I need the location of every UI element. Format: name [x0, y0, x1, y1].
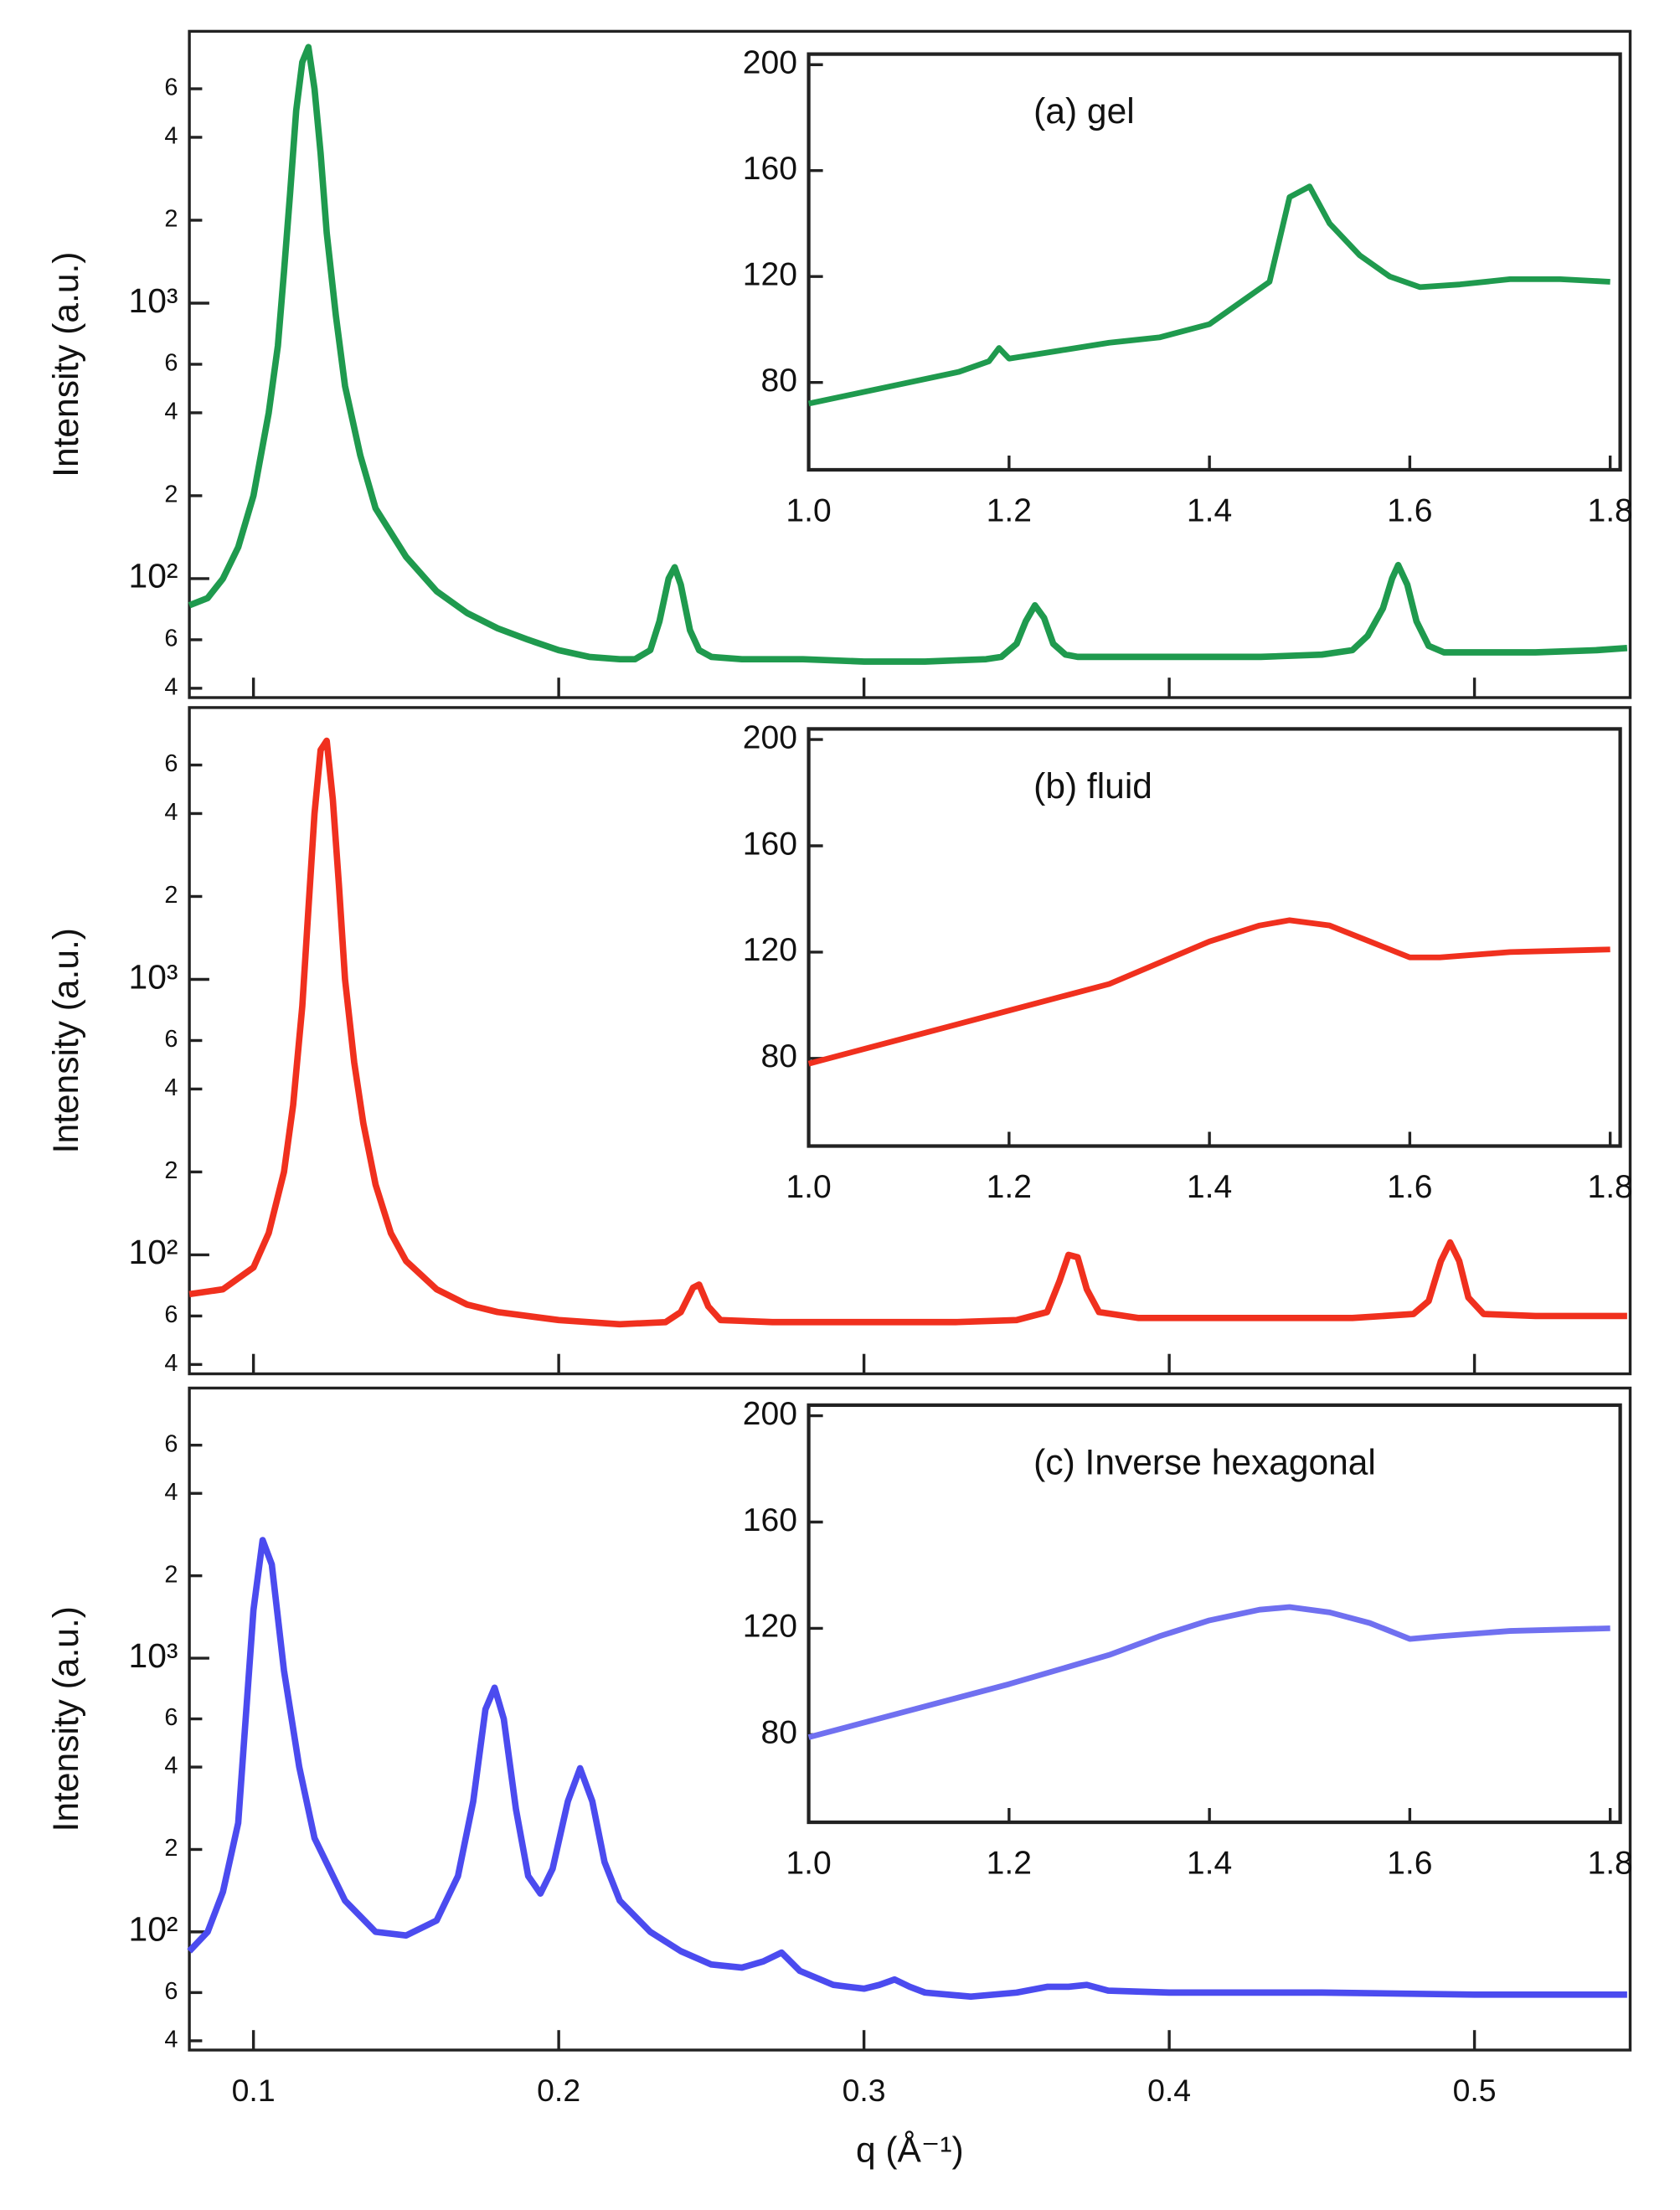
inset-frame	[807, 1403, 1622, 1825]
y-tick-label: 2	[164, 482, 178, 508]
y-tick-label: 2	[164, 882, 178, 909]
y-axis-label: Intensity (a.u.)	[47, 252, 86, 477]
data-line	[188, 44, 1628, 665]
y-tick-label: 6	[164, 1704, 178, 1731]
y-tick-label: 4	[164, 399, 178, 425]
x-tick-label: 1.2	[987, 1845, 1032, 1881]
x-tick-label: 0.3	[843, 2073, 886, 2108]
y-tick-label: 200	[743, 45, 797, 81]
y-tick-label: 200	[743, 1396, 797, 1432]
y-tick-label: 10³	[129, 281, 178, 320]
x-tick-label: 1.4	[1187, 492, 1232, 528]
y-axis-label: Intensity (a.u.)	[47, 1606, 86, 1831]
y-tick-label: 10²	[129, 1233, 178, 1271]
x-tick-label: 1.4	[1187, 1845, 1232, 1881]
y-tick-label: 6	[164, 1430, 178, 1457]
data-line	[807, 183, 1610, 407]
y-tick-label: 4	[164, 1074, 178, 1101]
y-tick-label: 2	[164, 1835, 178, 1862]
x-tick-label: 1.8	[1587, 1845, 1632, 1881]
y-tick-label: 6	[164, 1026, 178, 1053]
y-tick-label: 4	[164, 674, 178, 701]
y-tick-label: 4	[164, 1350, 178, 1377]
y-tick-label: 10²	[129, 557, 178, 595]
x-tick-label: 1.2	[987, 1169, 1032, 1205]
y-tick-label: 120	[743, 932, 797, 968]
y-tick-label: 80	[761, 1038, 797, 1074]
data-line	[807, 917, 1610, 1067]
y-tick-label: 10³	[129, 1636, 178, 1675]
y-tick-label: 4	[164, 123, 178, 150]
y-tick-label: 80	[761, 1715, 797, 1751]
y-tick-label: 120	[743, 1609, 797, 1645]
x-tick-label: 1.8	[1587, 492, 1632, 528]
y-tick-label: 2	[164, 1561, 178, 1588]
x-tick-label: 1.0	[786, 1169, 831, 1205]
y-tick-label: 4	[164, 2027, 178, 2053]
x-tick-label: 1.8	[1587, 1169, 1632, 1205]
y-tick-label: 2	[164, 206, 178, 233]
x-tick-label: 0.5	[1453, 2073, 1497, 2108]
y-tick-label: 10³	[129, 957, 178, 996]
y-tick-label: 120	[743, 257, 797, 293]
y-tick-label: 6	[164, 750, 178, 777]
y-tick-label: 200	[743, 719, 797, 755]
y-tick-label: 6	[164, 626, 178, 652]
x-tick-label: 1.6	[1387, 1845, 1432, 1881]
x-tick-label: 0.2	[537, 2073, 580, 2108]
x-tick-label: 1.0	[786, 1845, 831, 1881]
y-tick-label: 4	[164, 799, 178, 826]
x-tick-label: 1.2	[987, 492, 1032, 528]
y-tick-label: 2	[164, 1157, 178, 1184]
x-tick-label: 1.4	[1187, 1169, 1232, 1205]
y-tick-label: 4	[164, 1753, 178, 1780]
x-tick-label: 1.6	[1387, 492, 1432, 528]
inset-frame	[807, 52, 1622, 472]
panel-annotation: (b) fluid	[1033, 767, 1152, 806]
data-line	[807, 1604, 1610, 1740]
x-tick-label: 1.6	[1387, 1169, 1432, 1205]
y-tick-label: 10²	[129, 1910, 178, 1949]
data-line	[187, 1537, 1627, 2001]
y-tick-label: 6	[164, 1301, 178, 1328]
panel-annotation: (a) gel	[1033, 92, 1134, 131]
y-tick-label: 6	[164, 350, 178, 377]
x-axis-label: q (Å⁻¹)	[856, 2130, 964, 2171]
y-tick-label: 4	[164, 1479, 178, 1506]
y-tick-label: 160	[743, 826, 797, 862]
data-line	[188, 737, 1627, 1328]
x-tick-label: 1.0	[786, 492, 831, 528]
x-tick-label: 0.4	[1147, 2073, 1191, 2108]
panel-annotation: (c) Inverse hexagonal	[1033, 1444, 1376, 1483]
y-axis-label: Intensity (a.u.)	[47, 928, 86, 1153]
y-tick-label: 6	[164, 75, 178, 101]
y-tick-label: 80	[761, 363, 797, 399]
x-tick-label: 0.1	[232, 2073, 276, 2108]
y-tick-label: 6	[164, 1978, 178, 2005]
y-tick-label: 160	[743, 1502, 797, 1538]
y-tick-label: 160	[743, 151, 797, 187]
